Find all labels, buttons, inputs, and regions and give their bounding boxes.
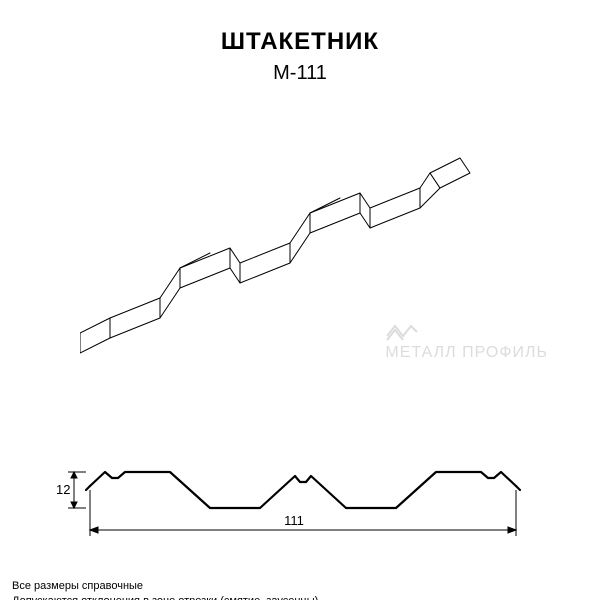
brand-watermark: МЕТАЛЛ ПРОФИЛЬ xyxy=(385,318,548,362)
brand-watermark-text: МЕТАЛЛ ПРОФИЛЬ xyxy=(385,344,548,361)
product-model: М-111 xyxy=(0,62,600,85)
height-dimension-label: 12 xyxy=(56,482,70,497)
brand-logo-icon xyxy=(385,318,419,342)
footnote-line-1: Все размеры справочные xyxy=(12,579,321,593)
cross-section-drawing: 12 111 xyxy=(50,428,550,548)
product-title: ШТАКЕТНИК xyxy=(0,28,600,56)
footnote: Все размеры справочные Допускаются откло… xyxy=(12,579,321,600)
footnote-line-2: Допускаются отклонения в зоне отрезки (с… xyxy=(12,594,321,600)
width-dimension-label: 111 xyxy=(284,513,304,528)
